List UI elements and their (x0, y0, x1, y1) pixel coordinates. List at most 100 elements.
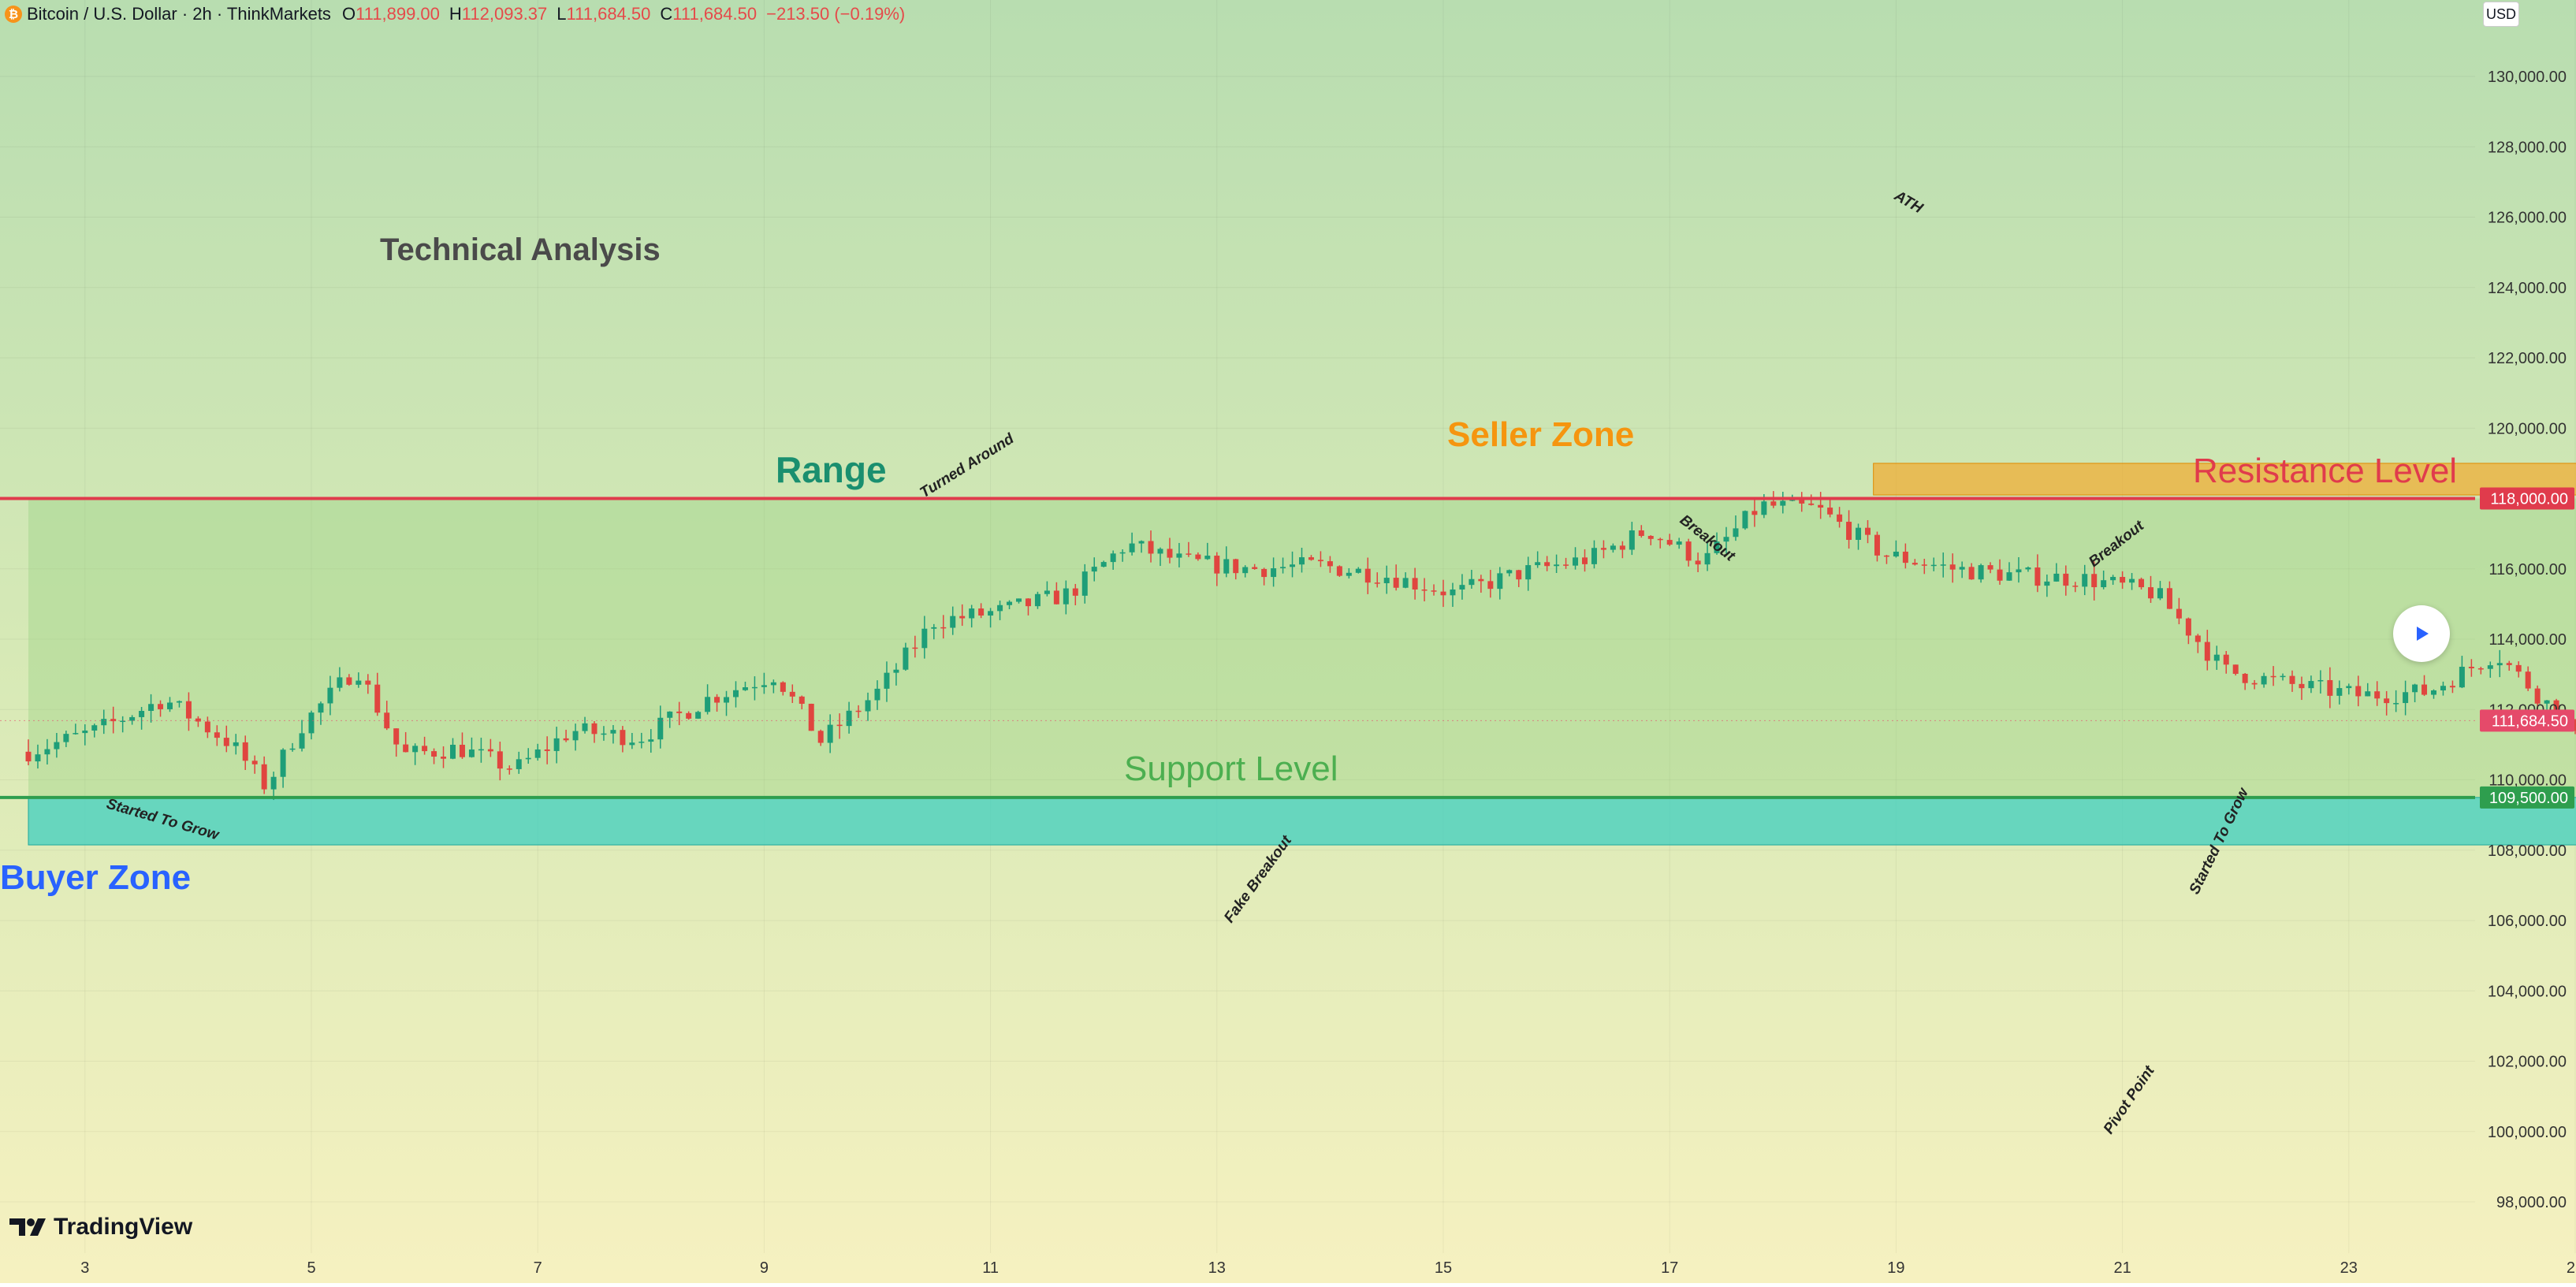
candle-body (441, 757, 446, 759)
candle-body (1365, 569, 1371, 583)
candle-body (2224, 655, 2229, 665)
buyer-zone-label: Buyer Zone (0, 858, 191, 897)
candle-body (828, 725, 833, 743)
price-axis: 98,000.00100,000.00102,000.00104,000.001… (2475, 0, 2576, 1283)
candle-body (2440, 686, 2446, 690)
candle-body (1384, 578, 1390, 583)
candle-body (1073, 589, 1078, 596)
candle-body (1837, 515, 1842, 522)
candle-body (733, 690, 739, 697)
candle-body (1167, 549, 1172, 557)
candle-body (2252, 683, 2258, 685)
candle-body (1308, 557, 1314, 560)
price-tick-label: 126,000.00 (2488, 210, 2567, 227)
candle-body (2139, 579, 2144, 587)
chart-title: Technical Analysis (380, 232, 661, 267)
candle-body (1280, 567, 1286, 568)
candle-body (1696, 560, 1701, 564)
candle-body (2176, 609, 2182, 619)
candle-body (799, 697, 805, 704)
candle-body (2044, 582, 2049, 586)
time-tick-label: 19 (1887, 1259, 1904, 1277)
candle-body (44, 750, 50, 755)
candle-body (2072, 586, 2078, 587)
price-tick-label: 106,000.00 (2488, 913, 2567, 930)
candle-body (2271, 676, 2276, 678)
candle-body (243, 742, 248, 761)
candle-body (2120, 577, 2125, 582)
time-tick-label: 25 (2567, 1259, 2576, 1277)
candle-body (26, 752, 32, 761)
play-button[interactable] (2393, 605, 2450, 662)
candle-body (2374, 691, 2380, 698)
candle-body (1497, 573, 1502, 589)
candle-body (2280, 676, 2286, 678)
candle-body (535, 750, 541, 758)
candle-body (158, 704, 163, 709)
candle-body (1950, 564, 1956, 569)
candle-body (2186, 619, 2191, 636)
candle-body (356, 681, 361, 685)
candle-body (2233, 664, 2239, 674)
candle-body (337, 677, 342, 687)
candle-body (271, 777, 277, 790)
time-tick-label: 7 (534, 1259, 542, 1277)
candle-body (554, 738, 560, 751)
candle-body (2355, 686, 2361, 696)
candle-body (1223, 559, 1229, 573)
candle-body (205, 722, 210, 733)
candle-body (2412, 685, 2418, 693)
candle-body (1865, 528, 1871, 535)
price-tick-label: 128,000.00 (2488, 139, 2567, 156)
candle-body (1912, 563, 1918, 564)
candle-body (714, 697, 720, 702)
candle-body (309, 712, 315, 733)
low-number: 111,684.50 (567, 4, 651, 24)
candle-body (620, 730, 625, 745)
candle-body (1516, 570, 1521, 579)
candle-body (592, 723, 597, 734)
candle-body (2327, 680, 2332, 696)
candle-body (1139, 541, 1145, 544)
candle-body (35, 754, 40, 761)
candle-body (1413, 578, 1418, 590)
candle-body (2205, 642, 2210, 661)
symbol-header: ₿ Bitcoin / U.S. Dollar · 2h · ThinkMark… (0, 2, 905, 27)
candle-body (2214, 655, 2220, 661)
candle-body (1337, 566, 1342, 575)
price-badge: 111,684.50 (2480, 709, 2574, 731)
candle-body (2101, 580, 2106, 587)
currency-button[interactable]: USD (2483, 2, 2519, 27)
candle-body (1403, 578, 1409, 587)
candle-body (2365, 691, 2370, 696)
time-tick-label: 13 (1208, 1259, 1226, 1277)
candle-body (1092, 567, 1097, 571)
change-value: −213.50 (−0.19%) (766, 4, 905, 24)
candle-body (1469, 579, 1474, 585)
candle-body (2091, 574, 2097, 587)
candle-body (1082, 571, 1088, 596)
candle (695, 711, 701, 719)
candle-body (1960, 567, 1965, 569)
tradingview-logo[interactable]: TradingView (9, 1214, 192, 1241)
price-tick-label: 122,000.00 (2488, 350, 2567, 367)
candle-body (1318, 560, 1323, 561)
candle-body (2157, 588, 2163, 598)
candle-body (1111, 553, 1116, 562)
candle-body (610, 730, 616, 734)
candle-body (1979, 565, 1984, 579)
candle-body (1101, 562, 1107, 567)
symbol-title[interactable]: Bitcoin / U.S. Dollar · 2h · ThinkMarket… (27, 4, 331, 24)
candle-body (110, 719, 116, 721)
candle-body (1922, 564, 1927, 566)
candle-body (148, 704, 154, 711)
candle-body (73, 733, 78, 735)
candle-body (2422, 685, 2427, 695)
candle-body (1573, 557, 1578, 565)
candle-body (1007, 602, 1012, 605)
candle-body (1601, 548, 1606, 549)
candle-body (412, 746, 418, 752)
candle-body (497, 751, 503, 768)
